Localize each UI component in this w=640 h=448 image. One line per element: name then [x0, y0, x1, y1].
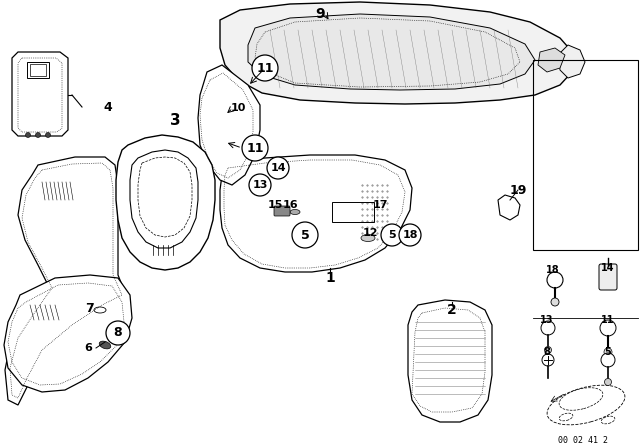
Circle shape: [45, 133, 51, 138]
FancyBboxPatch shape: [274, 206, 290, 216]
Polygon shape: [498, 195, 520, 220]
Text: 18: 18: [546, 265, 560, 275]
Text: 14: 14: [270, 163, 286, 173]
Circle shape: [601, 353, 615, 367]
Text: 11: 11: [601, 315, 615, 325]
FancyBboxPatch shape: [599, 264, 617, 290]
Circle shape: [249, 174, 271, 196]
Polygon shape: [12, 52, 68, 136]
Polygon shape: [248, 14, 535, 90]
Polygon shape: [198, 65, 260, 185]
Ellipse shape: [361, 234, 375, 241]
Polygon shape: [220, 155, 412, 272]
Bar: [332, 202, 374, 222]
Circle shape: [242, 135, 268, 161]
Text: 13: 13: [252, 180, 268, 190]
Text: 6: 6: [84, 343, 92, 353]
Text: 18: 18: [403, 230, 418, 240]
Text: 00 02 41 2: 00 02 41 2: [558, 435, 608, 444]
Text: 9: 9: [315, 7, 325, 21]
Text: 10: 10: [230, 103, 246, 113]
Polygon shape: [4, 275, 132, 392]
Text: 5: 5: [301, 228, 309, 241]
Circle shape: [542, 354, 554, 366]
Text: 15: 15: [268, 200, 283, 210]
Polygon shape: [538, 48, 565, 72]
Text: 19: 19: [509, 184, 527, 197]
Text: 3: 3: [170, 112, 180, 128]
Polygon shape: [116, 135, 215, 270]
Text: 7: 7: [86, 302, 94, 314]
Bar: [30, 64, 46, 76]
Polygon shape: [220, 2, 575, 104]
Circle shape: [547, 272, 563, 288]
Bar: [27, 62, 49, 78]
Circle shape: [399, 224, 421, 246]
Circle shape: [604, 348, 612, 356]
Circle shape: [26, 133, 31, 138]
Text: 11: 11: [246, 142, 264, 155]
Text: 1: 1: [325, 271, 335, 285]
Text: 5: 5: [605, 347, 611, 357]
Circle shape: [106, 321, 130, 345]
Circle shape: [545, 346, 552, 353]
Bar: [533, 60, 638, 250]
Text: 12: 12: [362, 228, 378, 238]
Ellipse shape: [290, 210, 300, 215]
Text: 8: 8: [114, 327, 122, 340]
Circle shape: [541, 321, 555, 335]
Circle shape: [605, 379, 611, 385]
Ellipse shape: [99, 341, 111, 349]
Circle shape: [600, 320, 616, 336]
Text: 13: 13: [540, 315, 554, 325]
Circle shape: [35, 133, 40, 138]
Circle shape: [252, 55, 278, 81]
Text: 16: 16: [282, 200, 298, 210]
Circle shape: [292, 222, 318, 248]
Text: 2: 2: [447, 303, 457, 317]
Circle shape: [381, 224, 403, 246]
Polygon shape: [5, 157, 128, 405]
Text: 8: 8: [543, 347, 550, 357]
Circle shape: [551, 298, 559, 306]
Polygon shape: [558, 45, 585, 78]
Text: 5: 5: [388, 230, 396, 240]
Polygon shape: [130, 150, 198, 248]
Polygon shape: [408, 300, 492, 422]
Text: 17: 17: [372, 200, 388, 210]
Text: 4: 4: [104, 100, 113, 113]
Text: 11: 11: [256, 61, 274, 74]
Text: 14: 14: [601, 263, 615, 273]
Circle shape: [267, 157, 289, 179]
